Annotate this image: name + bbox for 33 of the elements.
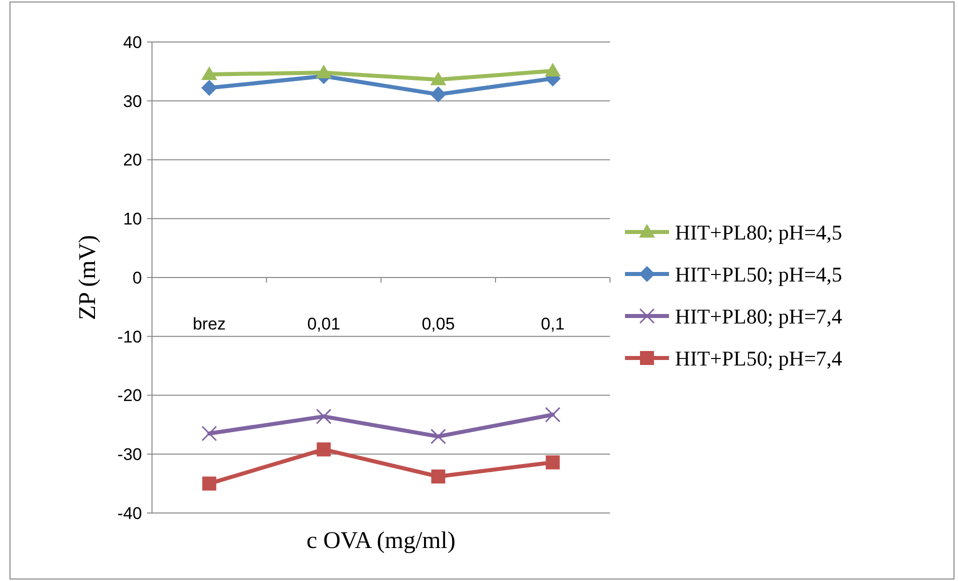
point — [431, 469, 446, 484]
point — [202, 476, 216, 491]
legend-label: HIT+PL80; pH=4,5 — [675, 220, 842, 244]
y-tick-label: -10 — [117, 327, 142, 346]
legend-label: HIT+PL50; pH=7,4 — [675, 346, 843, 370]
x-tick-label: 0,1 — [540, 314, 565, 334]
legend-label: HIT+PL50; pH=4,5 — [675, 262, 842, 286]
point — [544, 62, 561, 76]
x-tick-label: brez — [192, 314, 226, 334]
point — [430, 86, 446, 102]
point — [430, 428, 446, 444]
point — [316, 442, 331, 456]
y-tick-label: -30 — [117, 445, 142, 464]
point — [316, 408, 332, 424]
point — [545, 406, 560, 422]
y-tick-label: 10 — [123, 210, 142, 229]
y-tick-label: -40 — [117, 504, 142, 523]
point — [546, 455, 560, 470]
x-tick-label: 0,01 — [307, 314, 340, 334]
legend-label: HIT+PL80; pH=7,4 — [675, 304, 843, 328]
point — [430, 72, 446, 86]
x-tick-label: 0,05 — [422, 314, 455, 334]
y-tick-label: 40 — [123, 32, 142, 52]
y-tick-label: -20 — [117, 386, 142, 406]
y-tick-label: 0 — [132, 268, 142, 288]
point — [202, 426, 217, 442]
point — [201, 66, 218, 80]
y-axis-title: ZP (mV) — [75, 234, 101, 320]
x-axis-title: c OVA (mg/ml) — [306, 528, 456, 554]
point — [201, 80, 218, 96]
point — [316, 64, 332, 78]
y-tick-label: 20 — [123, 150, 142, 170]
y-tick-label: 30 — [123, 92, 142, 111]
